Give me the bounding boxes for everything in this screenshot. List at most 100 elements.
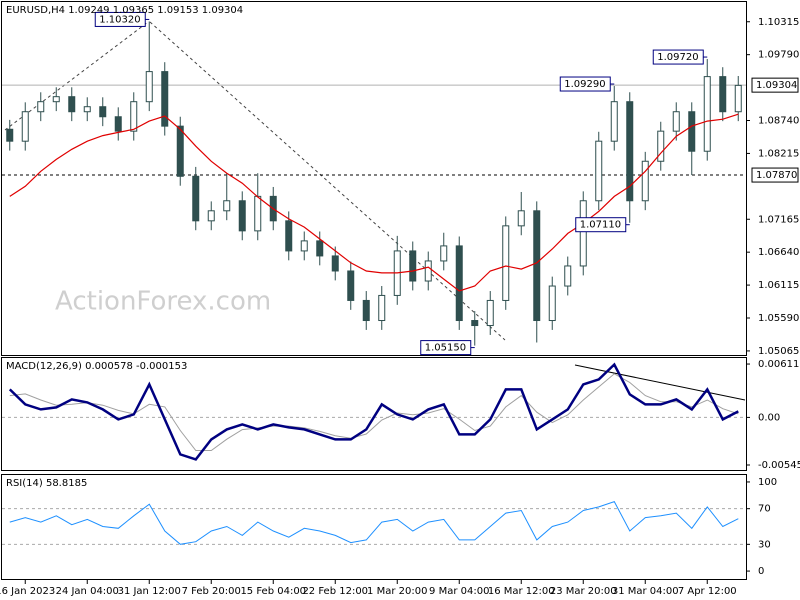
price-label: 1.07870 [756,170,797,181]
y-tick-label: 0.006118 [758,359,800,370]
y-tick-label: 0.00 [758,412,780,423]
x-tick-label: 15 Feb 04:00 [240,586,306,597]
x-tick-label: 9 Mar 04:00 [429,586,489,597]
candle-body [626,101,634,202]
candle-body [238,200,246,232]
line [8,362,739,461]
x-tick-label: 23 Mar 20:00 [550,586,617,597]
candle-body [114,116,122,132]
trend-line [149,21,506,341]
price-label: 1.09304 [756,80,797,91]
x-tick-label: 22 Feb 12:00 [302,586,368,597]
candle-body [21,111,29,142]
candle-body [378,294,386,322]
candle-body [99,106,107,118]
y-tick-label: 0 [758,566,764,577]
candle-body [145,71,153,103]
candle-body [316,240,324,257]
candle-body [68,96,76,113]
candle-body [331,255,339,272]
candle-body [533,210,541,322]
line [9,373,739,451]
annotation-box [94,11,146,27]
x-tick-label: 16 Jan 2023 [0,586,55,597]
candle-body [703,76,711,152]
annotation-box [652,49,704,65]
chart-title: EURUSD,H4 1.09249 1.09365 1.09153 1.0930… [6,5,243,16]
candle-body [455,245,463,322]
candle-body [657,130,665,162]
x-tick-label: 7 Feb 20:00 [182,586,241,597]
candle-body [595,140,603,202]
candle-body [719,76,727,113]
watermark: ActionForex.com [55,287,271,317]
y-tick-label: 30 [758,539,771,550]
y-tick-label: -0.005458 [758,460,800,471]
y-tick-label: 1.08215 [758,148,799,159]
y-tick-label: 1.05065 [758,346,799,357]
x-tick-label: 31 Jan 12:00 [118,586,181,597]
x-tick-label: 1 Mar 20:00 [367,586,427,597]
annotation-box [420,340,472,356]
candle-body [207,210,215,222]
macd-title: MACD(12,26,9) 0.000578 -0.000153 [6,361,187,372]
annotation-label: 1.09720 [657,52,698,63]
x-tick-label: 16 Mar 12:00 [488,586,555,597]
y-tick-label: 1.05590 [758,313,799,324]
candle-body [285,220,293,252]
y-tick-label: 100 [758,477,777,488]
rsi-pane [1,474,747,580]
price-pane [1,1,747,356]
candle-body [83,106,91,113]
annotation-label: 1.10320 [99,14,140,25]
candle-body [564,265,572,287]
x-tick-label: 7 Apr 12:00 [678,586,737,597]
macd-pane [1,357,747,471]
candle-body [672,111,680,132]
candle-body [300,240,308,252]
candle-body [424,260,432,282]
rsi-title: RSI(14) 58.8185 [6,478,87,489]
candle-body [192,175,200,222]
line [9,500,739,545]
annotation-label: 1.09290 [564,79,605,90]
y-tick-label: 1.06640 [758,247,799,258]
y-tick-label: 70 [758,504,771,515]
annotation-box [575,217,627,233]
candle-body [161,71,169,127]
candle-body [579,200,587,267]
y-tick-label: 1.08740 [758,116,799,127]
candle-body [6,128,14,142]
price-label-box [751,77,799,93]
candle-body [641,160,649,202]
candle-body [52,96,60,103]
candle-body [223,200,231,212]
candle-body [471,320,479,327]
y-tick-label: 1.06115 [758,280,799,291]
trend-line [574,364,746,401]
candle-body [362,299,370,322]
candle-body [734,84,742,113]
candle-body [254,195,262,232]
candle-body [548,285,556,322]
candle-body [176,125,184,177]
y-tick-label: 1.09790 [758,50,799,61]
candle-body [440,245,448,262]
candle-body [502,225,510,301]
x-tick-label: 31 Mar 04:00 [612,586,679,597]
candle-body [130,101,138,132]
candle-body [517,210,525,227]
candle-body [409,250,417,282]
candle-body [37,101,45,113]
annotation-box [559,76,611,92]
x-tick-label: 24 Jan 04:00 [56,586,119,597]
annotation-label: 1.07110 [580,220,621,231]
line [9,113,739,292]
y-tick-label: 1.10315 [758,17,799,28]
candle-body [610,101,618,142]
annotation-label: 1.05150 [425,343,466,354]
candle-body [347,270,355,301]
y-tick-label: 1.07165 [758,214,799,225]
price-label-box [751,167,799,183]
